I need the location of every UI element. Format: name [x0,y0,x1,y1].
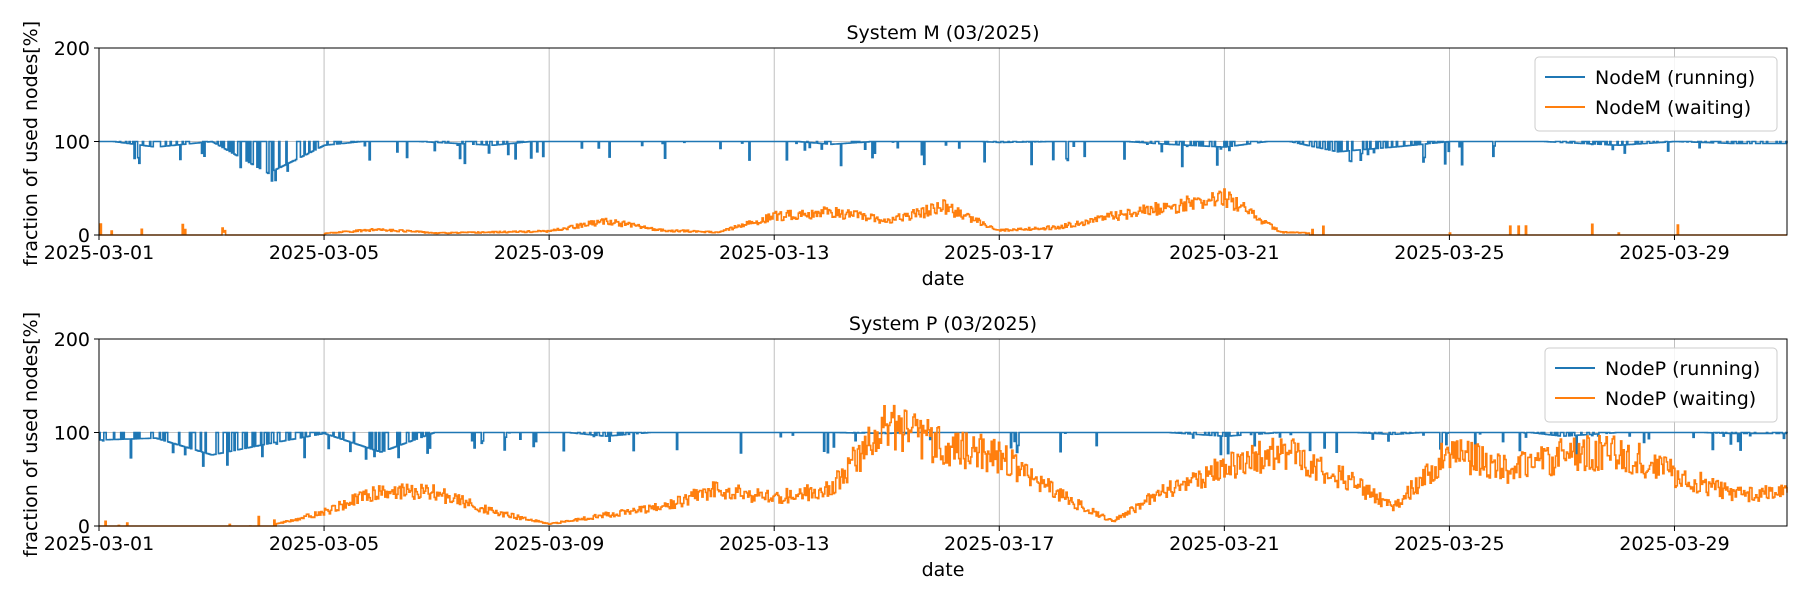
legend-box [1534,56,1778,132]
chart-system-p: 2025-03-01 2025-03-05 2025-03-09 2025-03-13… [20,312,1788,581]
x-tick-label: 2025-03-09 [494,242,604,264]
legend: NodeP (running) NodeP (waiting) [1544,347,1778,423]
y-tick-label: 0 [78,225,90,247]
legend: NodeM (running) NodeM (waiting) [1534,56,1778,132]
series-line-nodep-waiting [99,404,1788,527]
x-tick-label: 2025-03-21 [1169,533,1279,555]
series-line-nodem-waiting [99,188,1787,236]
x-tick-label: 2025-03-13 [719,242,829,264]
legend-label: NodeP (running) [1605,358,1760,380]
x-tick-label: 2025-03-09 [494,533,604,555]
y-tick-label: 200 [54,38,90,60]
x-axis-label: date [922,559,965,581]
x-tick-label: 2025-03-17 [944,533,1054,555]
x-tick-label: 2025-03-05 [269,242,379,264]
y-tick-label: 100 [54,132,90,154]
x-tick-label: 2025-03-01 [44,533,154,555]
legend-box [1544,347,1778,423]
x-tick-label: 2025-03-25 [1394,533,1504,555]
x-tick-label: 2025-03-13 [719,533,829,555]
x-axis-label: date [922,268,965,290]
x-tick-label: 2025-03-21 [1169,242,1279,264]
y-axis-label: fraction of used nodes[%] [20,21,42,266]
y-tick-label: 100 [54,423,90,445]
legend-label: NodeM (running) [1595,67,1755,89]
chart-title: System P (03/2025) [849,313,1037,335]
series-line-nodem-running [99,140,1788,182]
x-tick-label: 2025-03-05 [269,533,379,555]
x-tick-label: 2025-03-25 [1394,242,1504,264]
chart-title: System M (03/2025) [846,22,1039,44]
chart-system-m: 2025-03-01 2025-03-05 2025-03-09 2025-03-13… [20,21,1788,290]
x-tick-label: 2025-03-29 [1619,242,1729,264]
legend-label: NodeP (waiting) [1605,388,1756,410]
legend-label: NodeM (waiting) [1595,97,1751,119]
x-tick-label: 2025-03-17 [944,242,1054,264]
y-axis-label: fraction of used nodes[%] [20,312,42,557]
y-tick-label: 0 [78,516,90,538]
y-tick-label: 200 [54,329,90,351]
x-tick-label: 2025-03-29 [1619,533,1729,555]
x-tick-label: 2025-03-01 [44,242,154,264]
